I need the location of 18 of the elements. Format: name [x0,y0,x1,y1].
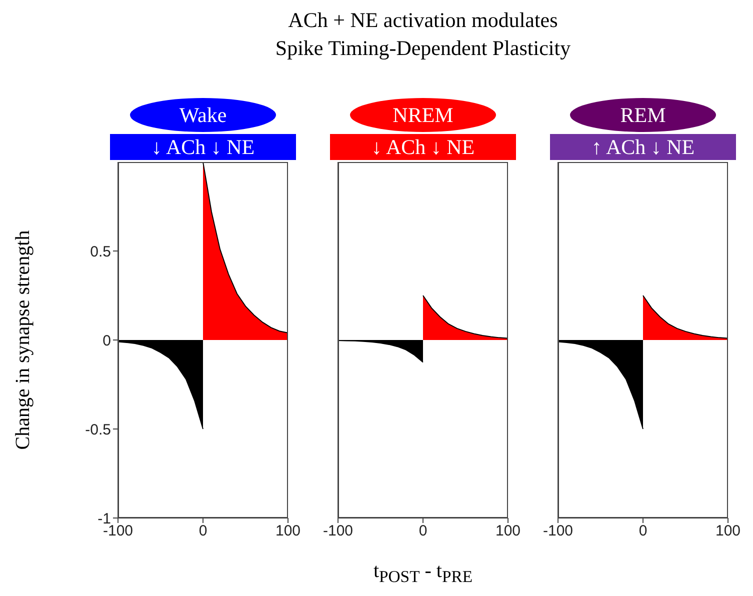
x-tick-label: 100 [715,522,741,540]
x-tick-label: 100 [495,522,521,540]
x-tick-label: 100 [275,522,301,540]
y-tick-label: -0.5 [85,421,111,438]
chart-title: NREM [392,102,454,129]
text: Spike Timing-Dependent Plasticity [274,35,572,62]
y-axis-title: Change in synapse strength [12,229,35,452]
y-tick-label: 0 [102,332,111,350]
x-tick-label: 0 [638,522,648,540]
x-tick-label: 0 [198,522,208,540]
chart-title: REM [619,102,667,129]
x-axis-title: t$_{POST}$ - t$_{PRE}$ [372,560,474,587]
y-tick-label: 0.5 [90,243,111,260]
x-tick-label: -100 [322,522,354,540]
text: ACh + NE activation modulates [287,7,559,34]
x-tick-label: 0 [418,522,428,540]
x-tick-label: -100 [542,522,574,540]
chart-title: Wake [178,102,228,129]
